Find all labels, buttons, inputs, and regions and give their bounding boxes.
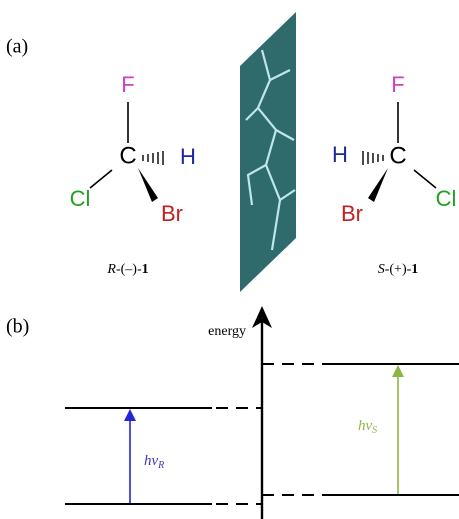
- atom-br: Br: [161, 201, 183, 226]
- config: R: [106, 262, 116, 277]
- atom-br: Br: [341, 201, 363, 226]
- atom-h: H: [332, 142, 348, 167]
- axis-label: energy: [208, 324, 246, 339]
- subscript: R: [157, 460, 164, 471]
- atom-f: F: [121, 72, 134, 97]
- molecule-s: F C H Cl Br S-(+)-1: [332, 72, 456, 277]
- panel-a-label: (a): [6, 36, 28, 58]
- atom-h: H: [180, 144, 196, 169]
- molecule-r: F C H Cl Br R-(–)-1: [70, 72, 196, 277]
- molecule-name: R-(–)-1: [106, 262, 148, 277]
- symbol: hν: [358, 418, 373, 434]
- transition-label: hνS: [358, 418, 377, 436]
- atom-c: C: [119, 142, 136, 169]
- atom-f: F: [391, 72, 404, 97]
- symbol: hν: [144, 453, 159, 469]
- config: S: [378, 262, 385, 277]
- atom-cl: Cl: [436, 186, 457, 211]
- transition-label: hνR: [144, 453, 164, 471]
- sign: -(+)-: [385, 262, 412, 277]
- panel-b-label: (b): [6, 316, 29, 338]
- atom-c: C: [389, 142, 406, 169]
- mirror-plane: [240, 12, 296, 292]
- energy-diagram: energy hνR hνS: [65, 306, 459, 519]
- atom-cl: Cl: [70, 186, 91, 211]
- molecule-name: S-(+)-1: [378, 262, 419, 277]
- subscript: S: [372, 425, 377, 436]
- number: 1: [411, 262, 418, 277]
- sign: -(–)-: [116, 262, 142, 277]
- number: 1: [142, 262, 149, 277]
- figure: (a) (b) F C H Cl Br R-(–)-1: [0, 0, 459, 519]
